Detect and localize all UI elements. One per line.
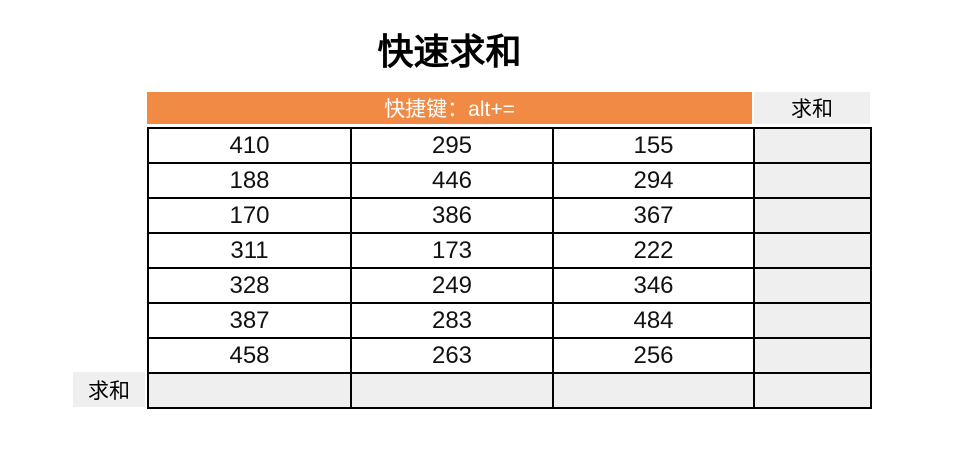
data-grid: 410 295 155 188 446 294 170 386 367 311 …: [147, 127, 872, 409]
sum-row-cell[interactable]: [149, 374, 352, 409]
data-cell[interactable]: 446: [352, 164, 554, 199]
data-cell[interactable]: 222: [554, 234, 755, 269]
data-cell[interactable]: 386: [352, 199, 554, 234]
data-cell[interactable]: 484: [554, 304, 755, 339]
data-cell[interactable]: 387: [149, 304, 352, 339]
data-cell[interactable]: 170: [149, 199, 352, 234]
data-cell[interactable]: 295: [352, 129, 554, 164]
sum-cell[interactable]: [755, 269, 872, 304]
data-cell[interactable]: 188: [149, 164, 352, 199]
data-cell[interactable]: 173: [352, 234, 554, 269]
data-cell[interactable]: 263: [352, 339, 554, 374]
shortcut-header-cell[interactable]: 快捷键：alt+=: [147, 92, 752, 124]
data-cell[interactable]: 458: [149, 339, 352, 374]
sum-cell[interactable]: [755, 234, 872, 269]
data-cell[interactable]: 311: [149, 234, 352, 269]
data-cell[interactable]: 294: [554, 164, 755, 199]
data-cell[interactable]: 155: [554, 129, 755, 164]
data-cell[interactable]: 328: [149, 269, 352, 304]
data-cell[interactable]: 283: [352, 304, 554, 339]
table-row: 188 446 294: [149, 164, 872, 199]
sum-cell[interactable]: [755, 339, 872, 374]
sum-cell[interactable]: [755, 199, 872, 234]
sum-row: [149, 374, 872, 409]
page-title: 快速求和: [377, 31, 522, 72]
table-row: 458 263 256: [149, 339, 872, 374]
table-header-row: 快捷键：alt+= 求和: [147, 92, 870, 124]
data-cell[interactable]: 367: [554, 199, 755, 234]
data-cell[interactable]: 249: [352, 269, 554, 304]
table-row: 328 249 346: [149, 269, 872, 304]
sum-cell[interactable]: [755, 129, 872, 164]
data-cell[interactable]: 256: [554, 339, 755, 374]
sum-row-cell[interactable]: [352, 374, 554, 409]
sum-cell[interactable]: [755, 304, 872, 339]
table-row: 387 283 484: [149, 304, 872, 339]
table-row: 311 173 222: [149, 234, 872, 269]
sum-row-cell[interactable]: [554, 374, 755, 409]
data-cell[interactable]: 346: [554, 269, 755, 304]
data-cell[interactable]: 410: [149, 129, 352, 164]
table-row: 410 295 155: [149, 129, 872, 164]
sum-row-label-cell[interactable]: 求和: [73, 372, 145, 407]
sum-row-cell[interactable]: [755, 374, 872, 409]
sum-column-header-cell[interactable]: 求和: [754, 92, 870, 124]
sum-cell[interactable]: [755, 164, 872, 199]
table-row: 170 386 367: [149, 199, 872, 234]
